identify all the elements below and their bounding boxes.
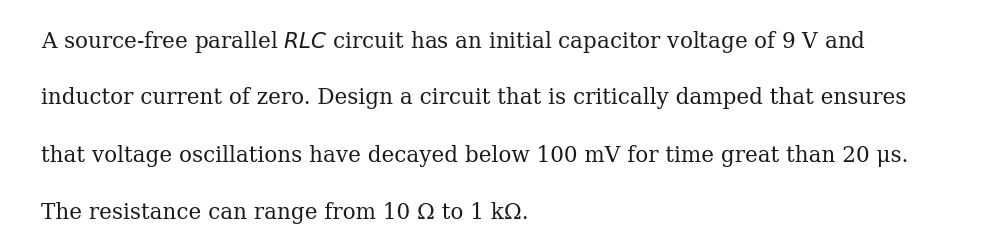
Text: The resistance can range from 10 Ω to 1 kΩ.: The resistance can range from 10 Ω to 1 … xyxy=(41,202,528,224)
Text: inductor current of zero. Design a circuit that is critically damped that ensure: inductor current of zero. Design a circu… xyxy=(41,87,906,109)
Text: that voltage oscillations have decayed below 100 mV for time great than 20 μs.: that voltage oscillations have decayed b… xyxy=(41,145,908,167)
Text: A source-free parallel $\mathit{RLC}$ circuit has an initial capacitor voltage o: A source-free parallel $\mathit{RLC}$ ci… xyxy=(41,29,866,55)
